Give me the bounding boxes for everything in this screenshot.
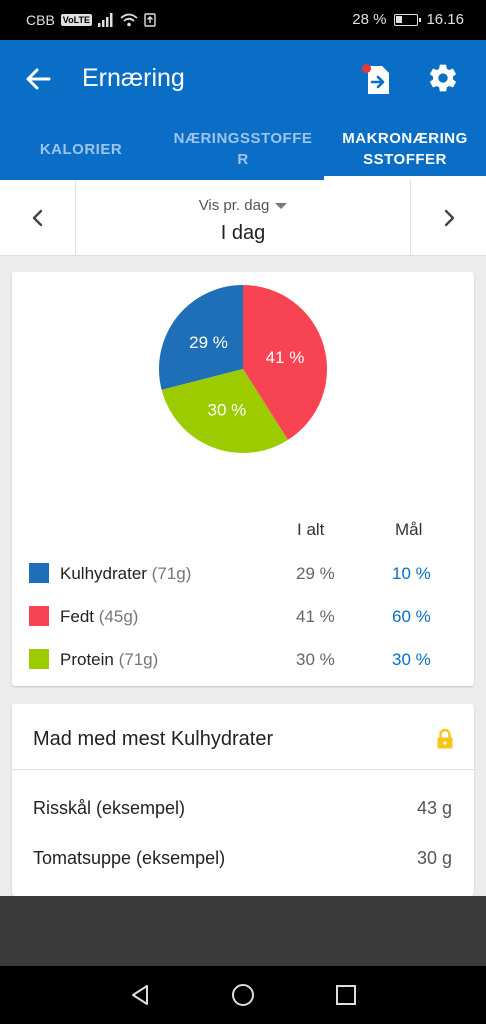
macro-label: Fedt <box>60 607 95 626</box>
pie-label-protein: 30 % <box>208 401 247 420</box>
wifi-icon <box>120 13 138 27</box>
tab-bar: KALORIER NÆRINGSSTOFFE R MAKRONÆRING SST… <box>0 118 486 180</box>
export-icon[interactable] <box>362 62 394 98</box>
sim-update-icon <box>144 13 156 27</box>
food-amount: 43 g <box>416 798 452 818</box>
nav-home-icon[interactable] <box>231 983 255 1007</box>
protein-color-swatch <box>29 649 49 669</box>
macro-label: Kulhydrater <box>60 564 147 583</box>
status-left: CBB VoLTE <box>26 12 156 28</box>
fat-color-swatch <box>29 606 49 626</box>
tab-makronaeringsstoffer[interactable]: MAKRONÆRING SSTOFFER <box>342 130 468 168</box>
macro-grams: (45g) <box>98 607 139 626</box>
previous-day-button[interactable] <box>0 180 76 256</box>
nav-back-icon[interactable] <box>128 983 152 1007</box>
list-item[interactable]: Tomatsuppe (eksempel) 30 g <box>12 840 474 880</box>
view-mode-label[interactable]: Vis pr. dag <box>76 197 410 214</box>
macro-grams: (71g) <box>118 650 159 669</box>
macro-name: Kulhydrater (71g) <box>60 564 191 584</box>
nav-recent-apps-icon[interactable] <box>335 984 357 1006</box>
battery-icon <box>394 13 422 26</box>
macro-name: Protein (71g) <box>60 650 158 670</box>
macro-row-protein: Protein (71g) 30 % 30 % <box>12 640 474 680</box>
selected-date: I dag <box>220 222 266 244</box>
gear-icon[interactable] <box>427 62 459 94</box>
top-foods-title: Mad med mest Kulhydrater <box>33 728 274 750</box>
lock-icon[interactable] <box>436 728 454 750</box>
view-mode-text: Vis pr. dag <box>198 197 270 214</box>
page-title: Ernæring <box>82 64 185 92</box>
next-day-button[interactable] <box>410 180 486 256</box>
overlay-band <box>0 896 486 966</box>
food-name: Tomatsuppe (eksempel) <box>33 848 226 868</box>
volte-badge: VoLTE <box>60 14 92 26</box>
macro-total: 29 % <box>296 564 335 583</box>
chevron-left-icon <box>32 209 42 227</box>
tab-naeringsstoffer[interactable]: NÆRINGSSTOFFE R <box>173 130 313 168</box>
signal-icon <box>97 13 113 27</box>
macro-goal: 30 % <box>392 650 431 669</box>
system-nav-bar <box>0 966 486 1024</box>
divider <box>12 769 474 770</box>
list-item[interactable]: Risskål (eksempel) 43 g <box>12 790 474 830</box>
pie-slice-fedt <box>243 285 327 440</box>
food-name: Risskål (eksempel) <box>33 798 186 818</box>
app-bar: Ernæring <box>0 40 486 118</box>
macro-label: Protein <box>60 650 114 669</box>
macro-total: 41 % <box>296 607 335 626</box>
macro-goal: 60 % <box>392 607 431 626</box>
pie-slice-protein <box>161 369 289 453</box>
notification-dot <box>362 64 371 73</box>
pie-label-kulhydrater: 29 % <box>189 333 228 352</box>
macro-goal: 10 % <box>392 564 431 583</box>
chevron-right-icon <box>444 209 454 227</box>
macro-grams: (71g) <box>151 564 192 583</box>
top-foods-card: Mad med mest Kulhydrater Risskål (eksemp… <box>12 704 474 896</box>
tab-kalorier[interactable]: KALORIER <box>39 140 123 158</box>
clock: 16.16 <box>426 11 464 28</box>
status-right: 28 % 16.16 <box>352 11 464 28</box>
pie-slice-kulhydrater <box>159 285 243 390</box>
macro-summary-card: 29 % 41 % 30 % I alt Mål Kulhydrater (71g)… <box>12 272 474 686</box>
pie-label-fedt: 41 % <box>266 348 305 367</box>
macro-row-carbs: Kulhydrater (71g) 29 % 10 % <box>12 554 474 594</box>
carrier-label: CBB <box>26 12 55 28</box>
macro-total: 30 % <box>296 650 335 669</box>
dropdown-caret-icon <box>275 203 288 210</box>
macro-pie-chart: 29 % 41 % 30 % <box>159 285 327 453</box>
column-header-total: I alt <box>297 520 325 539</box>
macro-name: Fedt (45g) <box>60 607 138 627</box>
column-header-goal: Mål <box>395 520 423 539</box>
food-amount: 30 g <box>416 848 452 868</box>
active-tab-indicator <box>324 176 486 180</box>
battery-percent: 28 % <box>352 11 387 28</box>
macro-row-fat: Fedt (45g) 41 % 60 % <box>12 597 474 637</box>
date-selector[interactable]: Vis pr. dag I dag <box>76 180 410 256</box>
date-navigator: Vis pr. dag I dag <box>0 180 486 256</box>
carbs-color-swatch <box>29 563 49 583</box>
back-arrow-icon[interactable] <box>22 62 56 96</box>
status-bar: CBB VoLTE 28 % 16.16 <box>0 0 486 40</box>
